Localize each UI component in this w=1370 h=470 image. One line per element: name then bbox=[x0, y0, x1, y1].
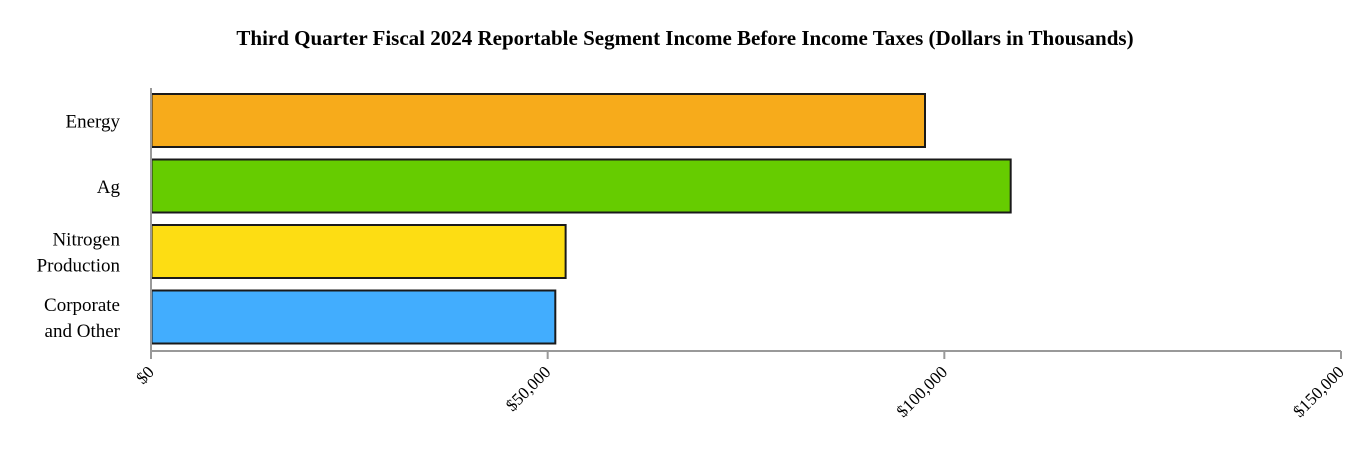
x-tick-label-0: $0 bbox=[132, 362, 157, 387]
category-label-1: Ag bbox=[97, 177, 121, 198]
bars-group bbox=[150, 93, 1012, 345]
category-label-3: Corporate and Other bbox=[44, 295, 121, 342]
bar-3 bbox=[150, 289, 557, 345]
category-label-0: Energy bbox=[65, 112, 120, 133]
bar-1 bbox=[150, 158, 1012, 214]
bar-2 bbox=[150, 224, 567, 279]
axes-group bbox=[150, 88, 1342, 359]
x-tick-label-1: $50,000 bbox=[502, 362, 555, 415]
chart-title: Third Quarter Fiscal 2024 Reportable Seg… bbox=[236, 26, 1134, 50]
x-tick-label-2: $100,000 bbox=[893, 362, 952, 421]
x-tick-label-3: $150,000 bbox=[1289, 362, 1348, 421]
bar-0 bbox=[150, 93, 926, 148]
category-label-2: Nitrogen Production bbox=[37, 230, 121, 277]
